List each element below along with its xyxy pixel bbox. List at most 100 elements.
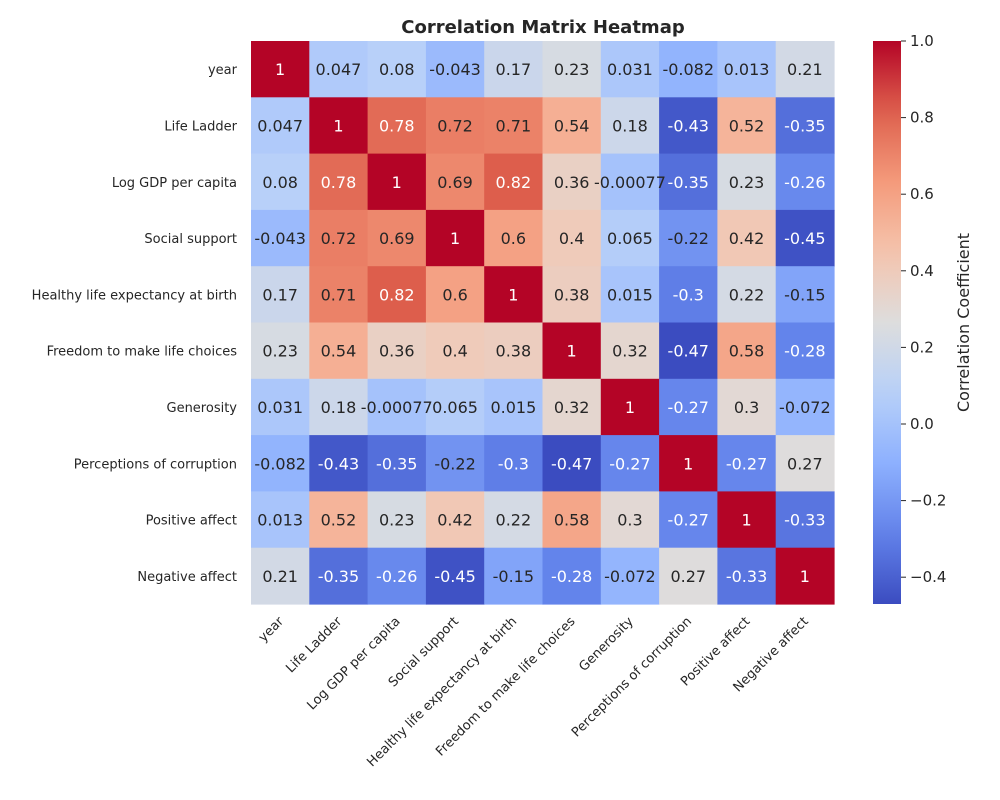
heatmap-cell <box>542 322 602 380</box>
heatmap-cell <box>775 435 835 492</box>
heatmap-cell <box>484 322 544 380</box>
heatmap-cell <box>717 153 777 211</box>
x-tick-label: Generosity <box>576 614 637 675</box>
heatmap-cell <box>659 491 718 549</box>
heatmap-cell <box>484 97 544 155</box>
heatmap-cell <box>542 153 602 211</box>
cell-value-label: 0.36 <box>554 173 590 192</box>
y-tick-label: Healthy life expectancy at birth <box>32 288 237 303</box>
cell-value-label: 0.42 <box>729 229 765 248</box>
cell-value-label: 0.4 <box>559 229 584 248</box>
cell-value-label: 0.71 <box>321 285 357 304</box>
heatmap-cell <box>600 547 660 605</box>
cell-value-label: 0.58 <box>554 511 590 530</box>
heatmap-cell <box>484 547 544 605</box>
heatmap-cell <box>425 378 485 436</box>
cell-value-label: 0.27 <box>670 567 706 586</box>
heatmap-cell <box>600 97 660 155</box>
y-tick-label: Freedom to make life choices <box>47 345 238 360</box>
cell-value-label: 0.23 <box>729 173 765 192</box>
heatmap-cell <box>425 435 485 492</box>
colorbar-tick-label: 1.0 <box>910 32 934 50</box>
heatmap-cell <box>367 97 427 155</box>
cell-value-label: 1 <box>392 173 402 192</box>
cell-value-label: 0.013 <box>724 60 770 79</box>
heatmap-cell <box>309 435 369 492</box>
heatmap-cell <box>717 378 777 436</box>
heatmap-cell <box>251 491 310 549</box>
cell-value-label: -0.45 <box>784 229 825 248</box>
heatmap-cell <box>367 491 427 549</box>
heatmap-cell <box>367 435 427 492</box>
cell-value-label: -0.43 <box>318 454 359 473</box>
cell-value-label: -0.47 <box>551 454 592 473</box>
cell-value-label: 0.3 <box>734 398 759 417</box>
heatmap-cell <box>251 153 310 211</box>
cell-value-label: 0.38 <box>554 285 590 304</box>
colorbar-label: Correlation Coefficient <box>954 233 973 412</box>
heatmap-cell <box>775 41 835 98</box>
heatmap-cell <box>600 153 660 211</box>
cell-value-label: 1 <box>800 567 810 586</box>
cell-value-label: -0.3 <box>673 285 704 304</box>
cell-value-label: 0.32 <box>612 342 648 361</box>
heatmap-cell <box>775 491 835 549</box>
cell-value-label: 0.71 <box>496 116 532 135</box>
cell-value-label: 0.21 <box>787 60 823 79</box>
heatmap-cell <box>775 266 835 324</box>
cell-value-label: 0.32 <box>554 398 590 417</box>
cell-value-label: 0.3 <box>617 511 642 530</box>
cell-value-label: 0.52 <box>321 511 357 530</box>
cell-value-label: 0.047 <box>257 116 303 135</box>
cell-value-label: 0.23 <box>379 511 415 530</box>
heatmap-cell <box>425 153 485 211</box>
cell-value-label: 0.047 <box>316 60 362 79</box>
heatmap-cell <box>309 209 369 267</box>
heatmap-cell <box>425 547 485 605</box>
heatmap-cell <box>600 378 660 436</box>
heatmap-cell <box>484 209 544 267</box>
heatmap-cell <box>775 322 835 380</box>
heatmap-cell <box>659 435 718 492</box>
heatmap-cell <box>775 209 835 267</box>
cell-value-label: 0.69 <box>379 229 415 248</box>
cell-value-label: 0.08 <box>379 60 415 79</box>
cell-value-label: -0.35 <box>784 116 825 135</box>
cell-value-label: -0.26 <box>376 567 417 586</box>
heatmap-cell <box>251 97 310 155</box>
heatmap-cell <box>309 547 369 605</box>
cell-value-label: 0.22 <box>729 285 765 304</box>
cell-value-label: 1 <box>508 285 518 304</box>
heatmap-cell <box>484 435 544 492</box>
heatmap-cell <box>717 209 777 267</box>
heatmap-cell <box>542 266 602 324</box>
heatmap-cell <box>251 41 310 98</box>
cell-value-label: 0.23 <box>262 342 298 361</box>
cell-value-label: -0.00077 <box>594 173 666 192</box>
colorbar-tick-label: 0.2 <box>910 338 934 356</box>
cell-value-label: 0.6 <box>501 229 526 248</box>
heatmap-cell <box>717 41 777 98</box>
cell-value-label: 1 <box>567 342 577 361</box>
x-tick-label: year <box>256 614 288 646</box>
y-tick-label: Negative affect <box>137 570 237 585</box>
cell-value-label: -0.28 <box>784 342 825 361</box>
cell-value-label: 0.015 <box>490 398 536 417</box>
heatmap-cell <box>484 266 544 324</box>
cell-value-label: 0.4 <box>442 342 467 361</box>
cell-value-label: 0.23 <box>554 60 590 79</box>
heatmap-cell <box>251 266 310 324</box>
cell-value-label: 0.17 <box>496 60 532 79</box>
heatmap-cell <box>309 97 369 155</box>
heatmap-cell <box>309 41 369 98</box>
heatmap-cell <box>659 209 718 267</box>
heatmap-cell <box>425 209 485 267</box>
heatmap-cell <box>775 97 835 155</box>
y-tick-label: Generosity <box>167 401 238 416</box>
cell-value-label: -0.45 <box>434 567 475 586</box>
heatmap-cell <box>542 97 602 155</box>
cell-value-label: 1 <box>625 398 635 417</box>
cell-value-label: 0.38 <box>496 342 532 361</box>
